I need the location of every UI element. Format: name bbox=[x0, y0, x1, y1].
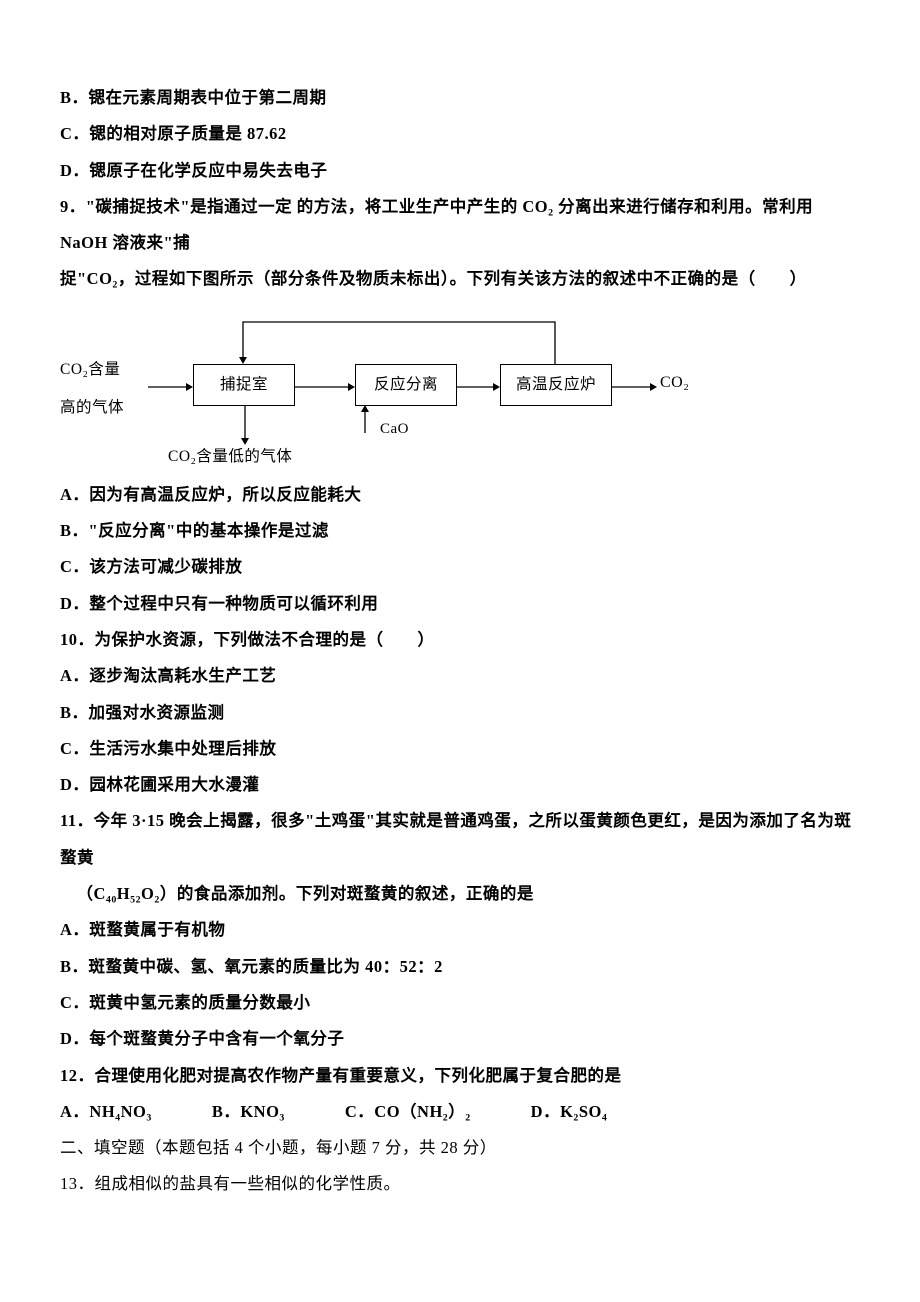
flow-box-reaction: 反应分离 bbox=[355, 364, 457, 406]
flow-arrow-2-3 bbox=[457, 382, 500, 392]
q12-option-d: D．K₂SO₄ bbox=[531, 1094, 608, 1130]
q11-option-d: D．每个斑蝥黄分子中含有一个氧分子 bbox=[60, 1021, 860, 1057]
section2-heading: 二、填空题（本题包括 4 个小题，每小题 7 分，共 28 分） bbox=[60, 1130, 860, 1166]
q9-flowchart: CO₂含量 高的气体 捕捉室 反应分离 高温反应炉 CO₂ bbox=[60, 312, 710, 467]
q10-option-c: C．生活污水集中处理后排放 bbox=[60, 731, 860, 767]
q12-stem: 12．合理使用化肥对提高农作物产量有重要意义，下列化肥属于复合肥的是 bbox=[60, 1058, 860, 1094]
q12-option-c: C．CO（NH₂）₂ bbox=[345, 1094, 471, 1130]
flow-bottom-label: CO₂含量低的气体 bbox=[168, 447, 292, 467]
q11-option-a: A．斑蝥黄属于有机物 bbox=[60, 912, 860, 948]
q11-stem-line1: 11．今年 3·15 晚会上揭露，很多"土鸡蛋"其实就是普通鸡蛋，之所以蛋黄颜色… bbox=[60, 803, 860, 876]
flow-box-furnace: 高温反应炉 bbox=[500, 364, 612, 406]
q9-option-d: D．整个过程中只有一种物质可以循环利用 bbox=[60, 586, 860, 622]
q10-option-b: B．加强对水资源监测 bbox=[60, 695, 860, 731]
flow-arrow-in bbox=[148, 382, 193, 392]
flow-output-co2: CO₂ bbox=[660, 373, 689, 394]
q12-option-a: A．NH₄NO₃ bbox=[60, 1094, 152, 1130]
q9-option-c: C．该方法可减少碳排放 bbox=[60, 549, 860, 585]
flow-input-line1: CO₂含量 bbox=[60, 361, 120, 378]
q10-stem: 10．为保护水资源，下列做法不合理的是（ ） bbox=[60, 622, 860, 658]
q8-option-c: C．锶的相对原子质量是 87.62 bbox=[60, 116, 860, 152]
q8-option-d: D．锶原子在化学反应中易失去电子 bbox=[60, 153, 860, 189]
q9-option-a: A．因为有高温反应炉，所以反应能耗大 bbox=[60, 477, 860, 513]
flow-arrow-bottom-out bbox=[240, 405, 250, 445]
q9-stem-line2: 捉"CO₂，过程如下图所示（部分条件及物质未标出）。下列有关该方法的叙述中不正确… bbox=[60, 261, 860, 297]
q12-options-row: A．NH₄NO₃ B．KNO₃ C．CO（NH₂）₂ D．K₂SO₄ bbox=[60, 1094, 860, 1130]
q11-stem-line2: （C₄₀H₅₂O₂）的食品添加剂。下列对斑蝥黄的叙述，正确的是 bbox=[60, 876, 860, 912]
flow-cao-label: CaO bbox=[380, 420, 409, 440]
flow-input-label: CO₂含量 高的气体 bbox=[60, 360, 148, 418]
q11-option-c: C．斑黄中氢元素的质量分数最小 bbox=[60, 985, 860, 1021]
flow-arrow-out bbox=[612, 382, 657, 392]
flow-arrow-1-2 bbox=[295, 382, 355, 392]
q13-stem: 13．组成相似的盐具有一些相似的化学性质。 bbox=[60, 1166, 860, 1202]
q8-option-b: B．锶在元素周期表中位于第二周期 bbox=[60, 80, 860, 116]
flow-arrow-cao-in bbox=[360, 405, 370, 433]
q10-option-d: D．园林花圃采用大水漫灌 bbox=[60, 767, 860, 803]
q9-stem-line1: 9．"碳捕捉技术"是指通过一定 的方法，将工业生产中产生的 CO₂ 分离出来进行… bbox=[60, 189, 860, 262]
flow-arrow-recycle-top bbox=[243, 317, 558, 367]
q10-option-a: A．逐步淘汰高耗水生产工艺 bbox=[60, 658, 860, 694]
q12-option-b: B．KNO₃ bbox=[212, 1094, 285, 1130]
q11-option-b: B．斑蝥黄中碳、氢、氧元素的质量比为 40：52：2 bbox=[60, 949, 860, 985]
flow-box-capture: 捕捉室 bbox=[193, 364, 295, 406]
q9-option-b: B．"反应分离"中的基本操作是过滤 bbox=[60, 513, 860, 549]
page: B．锶在元素周期表中位于第二周期 C．锶的相对原子质量是 87.62 D．锶原子… bbox=[0, 0, 920, 1302]
flow-input-line2: 高的气体 bbox=[60, 398, 148, 418]
